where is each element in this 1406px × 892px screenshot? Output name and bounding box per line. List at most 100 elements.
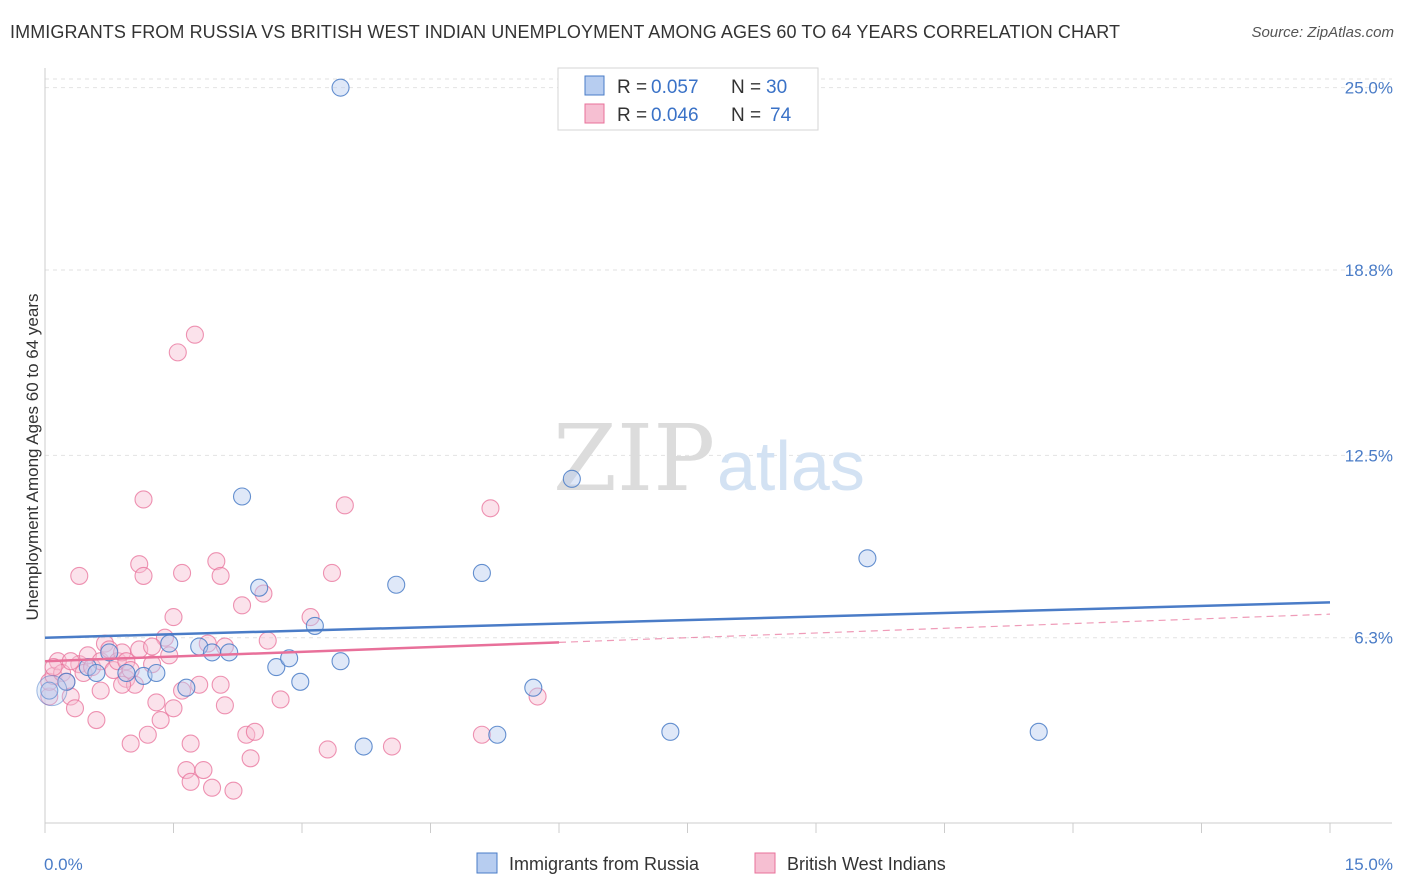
point-british-west-indians: [134, 490, 153, 509]
legend-n-label: N =: [731, 105, 761, 126]
point-british-west-indians: [203, 778, 222, 797]
legend-n-value: 30: [766, 77, 787, 98]
legend-r-label: R =: [617, 105, 647, 126]
point-immigrants-russia: [232, 487, 252, 506]
point-immigrants-russia: [387, 575, 406, 594]
point-british-west-indians: [181, 734, 200, 753]
point-immigrants-russia: [40, 681, 59, 700]
point-british-west-indians: [130, 555, 149, 574]
point-immigrants-russia: [524, 678, 543, 697]
bottom-legend-bwi: British West Indians: [787, 854, 946, 874]
point-british-west-indians: [151, 711, 170, 730]
point-immigrants-russia: [472, 563, 491, 583]
point-immigrants-russia: [488, 725, 507, 744]
point-british-west-indians: [472, 725, 491, 744]
y-tick-label: 18.8%: [1345, 261, 1393, 280]
bottom-legend: Immigrants from Russia British West Indi…: [476, 852, 946, 874]
y-axis-label: Unemployment Among Ages 60 to 64 years: [23, 294, 42, 621]
point-british-west-indians: [481, 499, 500, 518]
bottom-legend-russia: Immigrants from Russia: [509, 854, 700, 874]
watermark-zip: ZIP: [553, 405, 715, 512]
point-immigrants-russia: [858, 549, 877, 568]
point-immigrants-russia: [87, 663, 106, 683]
point-british-west-indians: [224, 781, 243, 800]
x-tick-label: 15.0%: [1345, 855, 1393, 874]
point-immigrants-russia: [1029, 722, 1048, 741]
point-immigrants-russia: [203, 643, 222, 662]
legend-n-value: 74: [770, 105, 792, 126]
point-immigrants-russia: [331, 78, 350, 97]
legend-swatch-bwi: [584, 103, 605, 124]
point-british-west-indians: [258, 631, 277, 650]
bottom-legend-swatch-bwi: [754, 852, 776, 874]
point-immigrants-russia: [267, 658, 286, 677]
point-british-west-indians: [382, 737, 402, 756]
point-british-west-indians: [65, 699, 85, 718]
legend-r-label: R =: [617, 77, 647, 98]
trend-line-bwi: [44, 641, 560, 663]
point-british-west-indians: [322, 563, 342, 583]
point-immigrants-russia: [147, 663, 166, 683]
point-british-west-indians: [301, 608, 320, 627]
point-immigrants-russia: [100, 643, 119, 662]
chart-title: IMMIGRANTS FROM RUSSIA VS BRITISH WEST I…: [10, 22, 1121, 42]
point-immigrants-russia: [331, 652, 350, 671]
point-british-west-indians: [164, 608, 183, 627]
point-immigrants-russia: [661, 722, 680, 741]
y-tick-label: 25.0%: [1345, 79, 1393, 98]
point-british-west-indians: [232, 596, 252, 615]
legend-n-label: N =: [731, 77, 761, 98]
bottom-legend-swatch-russia: [476, 852, 498, 874]
grid-lines: [45, 78, 1392, 639]
point-immigrants-russia: [305, 616, 324, 635]
point-immigrants-russia: [160, 634, 179, 653]
point-immigrants-russia: [354, 737, 373, 756]
data-points: [36, 78, 1048, 800]
point-immigrants-russia: [562, 469, 581, 488]
point-british-west-indians: [91, 681, 110, 700]
point-british-west-indians: [134, 566, 153, 585]
point-british-west-indians: [181, 772, 200, 791]
point-british-west-indians: [121, 734, 140, 753]
point-british-west-indians: [528, 687, 547, 706]
point-british-west-indians: [241, 749, 260, 768]
point-british-west-indians: [147, 693, 166, 712]
trend-lines: [44, 601, 1331, 663]
point-british-west-indians: [113, 675, 132, 694]
point-british-west-indians: [194, 761, 213, 780]
point-immigrants-russia: [117, 663, 136, 683]
point-british-west-indians: [164, 699, 183, 718]
point-british-west-indians: [87, 711, 106, 730]
tick-labels: 6.3% 12.5% 18.8% 25.0% 0.0% 15.0%: [44, 79, 1393, 874]
point-british-west-indians: [245, 722, 264, 741]
trend-line-russia: [44, 601, 1331, 639]
point-british-west-indians: [185, 325, 204, 344]
point-immigrants-russia: [250, 578, 269, 597]
point-immigrants-russia: [291, 672, 310, 691]
source-label: Source: ZipAtlas.com: [1251, 24, 1394, 41]
x-tick-label: 0.0%: [44, 855, 83, 874]
legend-swatch-russia: [584, 75, 605, 96]
point-british-west-indians: [211, 675, 230, 694]
point-british-west-indians: [318, 740, 337, 759]
point-immigrants-russia: [280, 649, 299, 668]
axes: [44, 68, 1392, 833]
point-immigrants-russia: [36, 675, 68, 707]
y-tick-label: 12.5%: [1345, 446, 1393, 465]
legend-r-value: 0.057: [651, 77, 699, 98]
point-british-west-indians: [211, 566, 230, 585]
point-british-west-indians: [70, 566, 89, 585]
y-tick-label: 6.3%: [1354, 629, 1393, 648]
point-british-west-indians: [335, 496, 354, 515]
point-british-west-indians: [271, 690, 290, 709]
point-british-west-indians: [138, 725, 157, 744]
point-british-west-indians: [207, 552, 226, 571]
point-british-west-indians: [113, 643, 132, 662]
top-legend: R = 0.057 N = 30 R = 0.046 N = 74: [557, 67, 819, 131]
point-immigrants-russia: [220, 643, 239, 662]
point-british-west-indians: [143, 637, 162, 656]
point-immigrants-russia: [177, 678, 196, 697]
legend-r-value: 0.046: [651, 105, 699, 126]
point-british-west-indians: [173, 563, 192, 583]
